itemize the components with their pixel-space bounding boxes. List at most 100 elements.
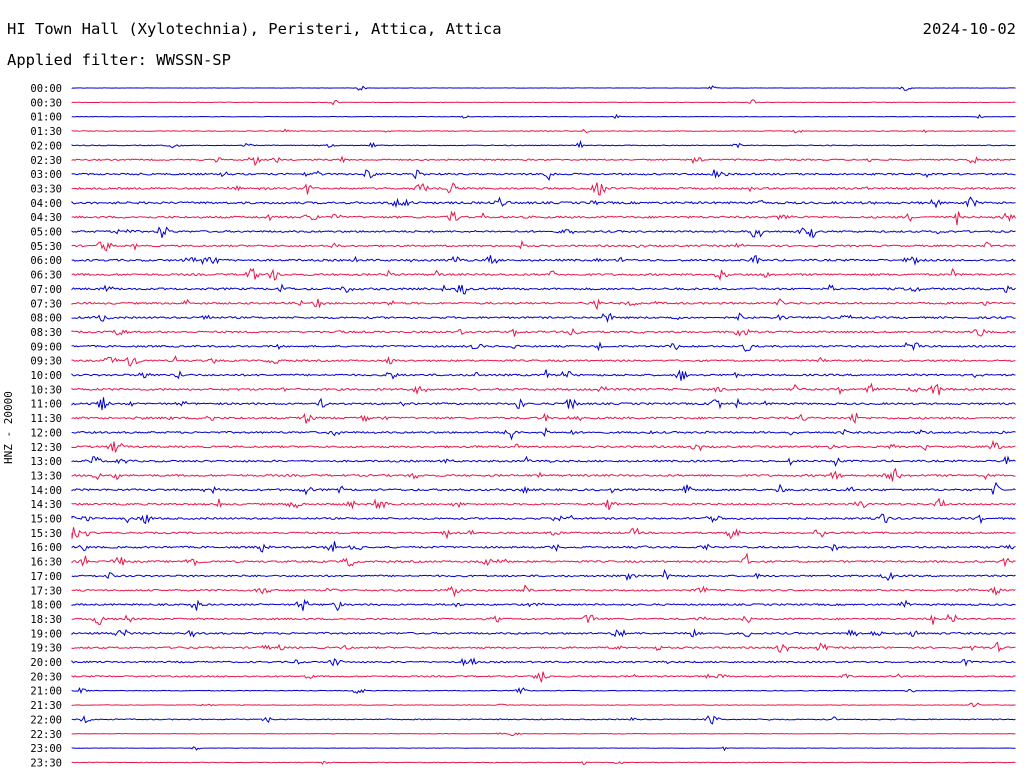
row-time-label: 00:30: [30, 97, 62, 109]
row-time-label: 17:00: [30, 571, 62, 583]
row-time-label: 20:30: [30, 671, 62, 683]
trace-1330: [71, 467, 1016, 482]
row-time-label: 06:30: [30, 270, 62, 282]
trace-0100: [71, 113, 1016, 120]
row-time-label: 13:00: [30, 456, 62, 468]
row-time-label: 19:00: [30, 628, 62, 640]
trace-0200: [71, 139, 1016, 149]
trace-0700: [71, 283, 1016, 295]
trace-2200: [71, 715, 1016, 725]
row-time-label: 00:00: [30, 83, 62, 95]
row-time-label: 04:30: [30, 212, 62, 224]
row-time-label: 05:00: [30, 227, 62, 239]
row-time-label: 03:00: [30, 169, 62, 181]
row-time-label: 15:00: [30, 514, 62, 526]
trace-0800: [71, 312, 1016, 324]
row-time-label: 01:30: [30, 126, 62, 138]
row-time-label: 11:00: [30, 399, 62, 411]
trace-1530: [71, 527, 1016, 540]
trace-0530: [71, 239, 1016, 252]
trace-1130: [71, 412, 1016, 424]
row-time-label: 08:00: [30, 313, 62, 325]
trace-1700: [71, 568, 1016, 582]
trace-0930: [71, 355, 1016, 367]
trace-0330: [71, 182, 1016, 196]
trace-1430: [71, 497, 1016, 511]
trace-2030: [71, 671, 1016, 683]
row-time-label: 12:00: [30, 427, 62, 439]
tick-label-group: 00:00 00:30 01:00 01:30 02:00 02:30 03:00 03:30…: [30, 83, 62, 769]
row-time-label: 01:00: [30, 112, 62, 124]
row-time-label: 23:30: [30, 757, 62, 769]
row-time-label: 09:30: [30, 356, 62, 368]
trace-0030: [71, 99, 1016, 106]
trace-0000: [71, 85, 1016, 91]
row-time-label: 13:30: [30, 470, 62, 482]
plot-date: 2024-10-02: [922, 20, 1016, 38]
trace-1930: [71, 641, 1016, 654]
row-time-label: 14:00: [30, 485, 62, 497]
station-title: HI Town Hall (Xylotechnia), Peristeri, A…: [7, 20, 502, 38]
trace-1230: [71, 439, 1016, 453]
row-time-label: 22:00: [30, 714, 62, 726]
trace-2100: [71, 687, 1016, 695]
row-time-label: 12:30: [30, 442, 62, 454]
trace-0130: [71, 128, 1016, 134]
trace-0500: [71, 226, 1016, 239]
row-time-label: 16:30: [30, 557, 62, 569]
trace-0600: [71, 254, 1016, 266]
trace-1400: [71, 481, 1016, 496]
row-time-label: 03:30: [30, 183, 62, 195]
row-time-label: 05:30: [30, 241, 62, 253]
trace-1630: [71, 552, 1016, 568]
trace-1800: [71, 598, 1016, 612]
filter-label: Applied filter: WWSSN-SP: [7, 51, 231, 69]
row-time-label: 04:00: [30, 198, 62, 210]
row-time-label: 22:30: [30, 729, 62, 741]
row-time-label: 17:30: [30, 585, 62, 597]
row-time-label: 06:00: [30, 255, 62, 267]
row-time-label: 09:00: [30, 341, 62, 353]
trace-1730: [71, 584, 1016, 598]
trace-0400: [71, 196, 1016, 209]
trace-0830: [71, 327, 1016, 337]
trace-1100: [71, 397, 1016, 411]
trace-1900: [71, 628, 1016, 638]
row-time-label: 08:30: [30, 327, 62, 339]
row-time-label: 21:00: [30, 686, 62, 698]
trace-1030: [71, 382, 1016, 396]
row-time-label: 07:00: [30, 284, 62, 296]
row-time-label: 18:00: [30, 600, 62, 612]
trace-1500: [71, 513, 1016, 525]
trace-0300: [71, 169, 1016, 181]
row-time-label: 23:00: [30, 743, 62, 755]
trace-group: [71, 85, 1016, 766]
row-time-label: 15:30: [30, 528, 62, 540]
trace-1000: [71, 369, 1016, 381]
trace-1300: [71, 455, 1016, 467]
row-time-label: 10:00: [30, 370, 62, 382]
trace-2300: [71, 746, 1016, 752]
trace-2230: [71, 732, 1016, 737]
trace-2330: [71, 760, 1016, 766]
trace-0430: [71, 210, 1016, 226]
trace-1600: [71, 541, 1016, 553]
row-time-label: 21:30: [30, 700, 62, 712]
row-time-label: 11:30: [30, 413, 62, 425]
trace-1830: [71, 613, 1016, 626]
row-time-label: 02:00: [30, 140, 62, 152]
trace-0630: [71, 267, 1016, 281]
row-time-label: 19:30: [30, 643, 62, 655]
trace-1200: [71, 426, 1016, 441]
row-time-label: 14:30: [30, 499, 62, 511]
row-time-label: 07:30: [30, 298, 62, 310]
row-time-label: 20:00: [30, 657, 62, 669]
row-time-label: 02:30: [30, 155, 62, 167]
row-time-label: 18:30: [30, 614, 62, 626]
row-time-label: 16:00: [30, 542, 62, 554]
trace-2130: [71, 702, 1016, 708]
row-time-label: 10:30: [30, 384, 62, 396]
trace-0730: [71, 298, 1016, 311]
trace-0230: [71, 155, 1016, 167]
